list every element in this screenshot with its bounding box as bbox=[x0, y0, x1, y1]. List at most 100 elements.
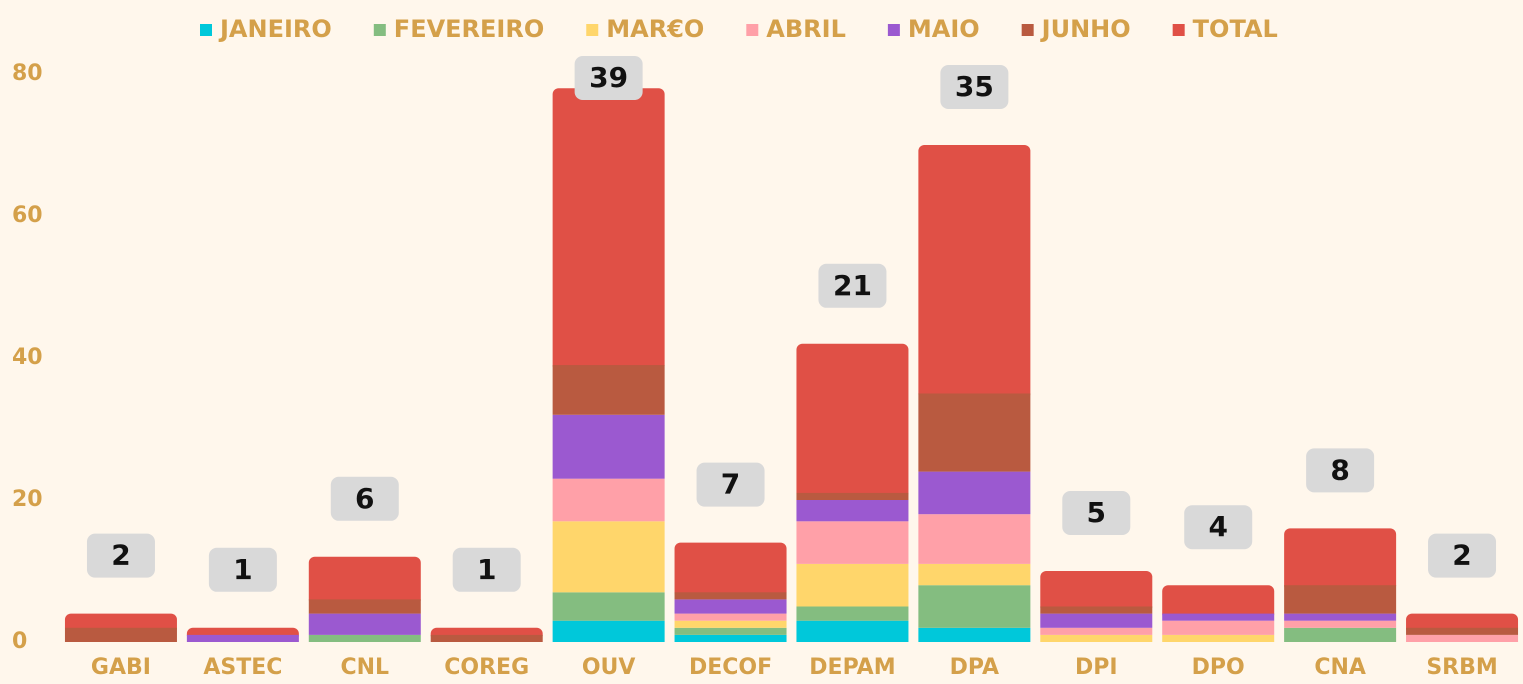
bar-segment bbox=[674, 613, 787, 621]
bar-segment bbox=[1284, 627, 1397, 642]
y-tick-label: 80 bbox=[12, 61, 43, 86]
data-label: 1 bbox=[477, 553, 496, 586]
data-label: 2 bbox=[1452, 539, 1471, 572]
legend-swatch bbox=[586, 24, 599, 36]
bar-segment bbox=[308, 599, 421, 614]
bar-segment bbox=[796, 606, 909, 621]
x-tick-label: SRBM bbox=[1426, 655, 1497, 680]
legend-swatch bbox=[887, 24, 900, 36]
data-label: 5 bbox=[1087, 496, 1106, 529]
data-label: 8 bbox=[1330, 453, 1349, 486]
bar-segment bbox=[308, 556, 421, 606]
y-tick-label: 40 bbox=[12, 345, 43, 370]
bar-segment bbox=[796, 500, 909, 522]
x-tick-label: COREG bbox=[444, 655, 529, 680]
x-tick-label: GABI bbox=[91, 655, 151, 680]
bar-segment bbox=[308, 634, 421, 642]
bar-segment bbox=[674, 542, 787, 599]
bar-segment bbox=[1040, 627, 1153, 635]
x-tick-label: DPO bbox=[1192, 655, 1245, 680]
bar-segment bbox=[674, 627, 787, 635]
bar-segment bbox=[796, 343, 909, 499]
x-tick-label: DEPAM bbox=[809, 655, 895, 680]
bar-segment bbox=[1162, 613, 1275, 621]
bar-segment bbox=[918, 393, 1031, 472]
bar-segment bbox=[674, 634, 787, 642]
bar-segment bbox=[552, 620, 665, 642]
y-tick-label: 60 bbox=[12, 203, 43, 228]
x-tick-label: DECOF bbox=[689, 655, 772, 680]
data-label: 6 bbox=[355, 482, 374, 515]
bar-segment bbox=[1040, 606, 1153, 614]
data-label: 2 bbox=[111, 539, 130, 572]
legend-swatch bbox=[1021, 24, 1034, 36]
bar-segment bbox=[1162, 585, 1275, 620]
legend-swatch bbox=[746, 24, 759, 36]
x-tick-label: CNL bbox=[341, 655, 390, 680]
bar-segment bbox=[1040, 571, 1153, 613]
bar-segment bbox=[1162, 634, 1275, 642]
y-tick-label: 0 bbox=[12, 629, 27, 654]
data-label-box bbox=[1062, 491, 1131, 535]
legend-swatch bbox=[200, 24, 212, 36]
bar-segment bbox=[1406, 627, 1519, 635]
bar-segment bbox=[918, 627, 1031, 642]
data-label-box bbox=[696, 462, 765, 507]
bar-segment bbox=[1284, 585, 1397, 614]
bar-segment bbox=[1162, 620, 1275, 635]
bar-segment bbox=[796, 521, 909, 564]
x-tick-label: ASTEC bbox=[203, 655, 282, 680]
data-label: 7 bbox=[721, 468, 740, 501]
bar-segment bbox=[918, 563, 1031, 586]
data-label: 39 bbox=[589, 61, 628, 94]
bar-segment bbox=[918, 514, 1031, 564]
bar-segment bbox=[1284, 620, 1397, 628]
bar-segment bbox=[552, 88, 665, 372]
bar-segment bbox=[918, 585, 1031, 628]
data-label-box bbox=[1428, 533, 1497, 578]
data-label-box bbox=[1184, 505, 1253, 550]
bar-segment bbox=[552, 521, 665, 593]
legend-swatch bbox=[373, 24, 386, 36]
bar-segment bbox=[674, 599, 787, 614]
bar-segment bbox=[552, 592, 665, 621]
bar-segment bbox=[186, 634, 299, 642]
bar-segment bbox=[1406, 634, 1519, 642]
bar-segment bbox=[674, 620, 787, 628]
data-label-box bbox=[1306, 448, 1375, 493]
bar-segment bbox=[1284, 613, 1397, 621]
legend-label: MAIO bbox=[908, 15, 980, 43]
data-label: 21 bbox=[833, 269, 872, 302]
bar-segment bbox=[552, 478, 665, 522]
data-label-box bbox=[208, 547, 277, 592]
legend-swatch bbox=[1172, 24, 1185, 36]
data-label-box bbox=[86, 533, 155, 578]
bar-segment bbox=[430, 634, 543, 642]
legend-label: FEVEREIRO bbox=[394, 15, 544, 43]
x-tick-label: OUV bbox=[582, 655, 636, 680]
legend-label: ABRIL bbox=[766, 15, 846, 43]
x-tick-label: DPA bbox=[950, 655, 999, 680]
bar-segment bbox=[1040, 634, 1153, 642]
bar-segment bbox=[1040, 613, 1153, 628]
x-tick-label: CNA bbox=[1314, 655, 1366, 680]
x-tick-label: DPI bbox=[1075, 655, 1118, 680]
y-tick-label: 20 bbox=[12, 487, 43, 512]
bar-segment bbox=[552, 365, 665, 415]
bar-segment bbox=[796, 563, 909, 607]
legend-label: TOTAL bbox=[1193, 15, 1278, 43]
bar-segment bbox=[64, 627, 177, 642]
data-label: 4 bbox=[1208, 510, 1227, 543]
legend-label: JUNHO bbox=[1040, 15, 1131, 43]
bar-segment bbox=[552, 414, 665, 479]
data-label-box bbox=[574, 56, 643, 100]
bar-segment bbox=[1284, 528, 1397, 592]
bar-segment bbox=[918, 471, 1031, 515]
data-label-box bbox=[330, 476, 399, 521]
bar-segment bbox=[796, 492, 909, 500]
data-label-box bbox=[940, 65, 1009, 109]
bar-segment bbox=[674, 592, 787, 600]
bar-segment bbox=[308, 613, 421, 635]
bar-segment bbox=[918, 145, 1031, 400]
